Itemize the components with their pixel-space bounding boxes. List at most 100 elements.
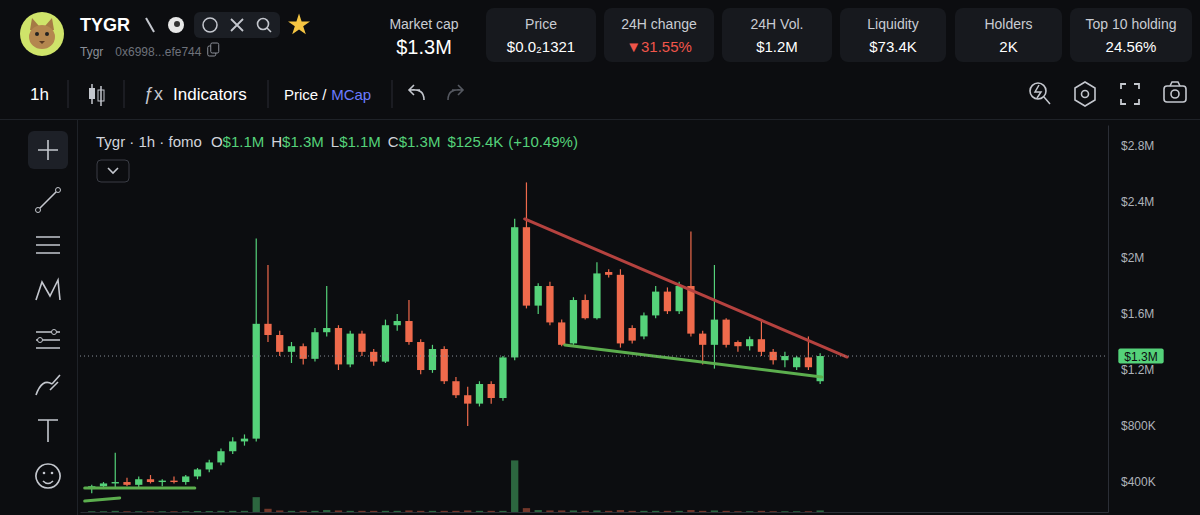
volume-bar: [570, 510, 577, 512]
stat-label: 24H change: [621, 16, 697, 32]
volume-bar: [429, 511, 436, 512]
tool-dot: [38, 338, 43, 343]
candle: [311, 328, 318, 362]
candle-body: [629, 328, 636, 341]
candle-body: [570, 300, 577, 343]
chart-title: Tygr · 1h · fomo: [96, 133, 202, 150]
brush-tool[interactable]: [36, 375, 60, 395]
indicators-button[interactable]: Indicators: [173, 85, 247, 104]
price-toggle[interactable]: Price: [284, 86, 318, 103]
candle: [323, 286, 330, 336]
candle: [734, 341, 741, 352]
camera-top: [1170, 82, 1180, 86]
candle-body: [217, 451, 224, 462]
candle: [535, 283, 542, 314]
volume-bar: [276, 510, 283, 512]
candle-body: [194, 469, 201, 476]
candle-body: [159, 481, 166, 482]
volume-bar: [723, 511, 730, 512]
candle: [629, 325, 636, 343]
hline-tool[interactable]: [36, 237, 60, 253]
candle: [617, 269, 624, 347]
settings-icon[interactable]: [1075, 82, 1095, 106]
ohlc-value: $1.3M: [399, 133, 441, 150]
plot-area: [80, 182, 1108, 512]
candle: [523, 182, 530, 308]
candle: [335, 325, 342, 370]
indicators-icon[interactable]: ƒx: [144, 84, 163, 104]
interval[interactable]: 1h: [30, 85, 49, 104]
y-tick: $2.8M: [1108, 139, 1154, 153]
candle: [429, 345, 436, 373]
crosshair-tool[interactable]: [38, 140, 58, 160]
candle-body: [758, 339, 765, 352]
stat-box: [486, 8, 596, 62]
volume-bar: [476, 511, 483, 512]
toggle-separator: /: [322, 86, 327, 103]
volume-bar: [123, 511, 130, 512]
candle-body: [676, 286, 683, 311]
volume-bar: [182, 511, 189, 512]
fib-tool[interactable]: [36, 332, 60, 348]
candle-body: [358, 334, 365, 352]
links-box: [194, 12, 280, 38]
fullscreen-icon[interactable]: [1121, 84, 1139, 104]
last-price-label: $1.3M: [1118, 349, 1163, 364]
separator: [392, 80, 393, 108]
volume-bar: [88, 511, 95, 512]
candle-body: [405, 321, 412, 342]
y-axis: $400K$800K$1.2M$1.6M$2M$2.4M$2.8M: [1108, 126, 1156, 513]
volume-bar: [546, 510, 553, 512]
pencil-icon[interactable]: [146, 18, 154, 32]
icon-part: [100, 86, 102, 106]
legend-collapse[interactable]: [97, 160, 129, 182]
chart-svg: TYGRTygr0x6998...efe744Market cap$1.3MPr…: [0, 0, 1200, 515]
candle-body: [770, 352, 777, 360]
emoji-tool[interactable]: [36, 464, 60, 488]
candle-body: [264, 324, 271, 335]
candle-type-icon[interactable]: [89, 84, 104, 106]
collapse-box[interactable]: [97, 160, 129, 182]
search-icon[interactable]: [258, 19, 269, 30]
volume-bar: [746, 511, 753, 512]
candle-body: [711, 320, 718, 345]
undo-icon[interactable]: [409, 85, 424, 100]
volume-bar: [687, 510, 694, 512]
candle-body: [511, 227, 518, 357]
pattern-tool[interactable]: [36, 280, 60, 300]
mcap-toggle[interactable]: MCap: [331, 86, 371, 103]
token-address[interactable]: 0x6998...efe744: [115, 45, 201, 59]
trendline-tool[interactable]: [38, 190, 58, 210]
volume-bar: [605, 511, 612, 512]
volume-bar: [417, 511, 424, 512]
redo-icon[interactable]: [448, 85, 463, 100]
candle: [593, 262, 600, 319]
stat-label: Top 10 holding: [1085, 16, 1176, 32]
volume-bar: [499, 511, 506, 512]
volume-bar: [147, 511, 154, 512]
candle-body: [723, 320, 730, 345]
ohlc-letter: L: [331, 133, 339, 150]
avatar-nose: [39, 41, 45, 44]
x-icon[interactable]: [231, 19, 243, 31]
candle-body: [617, 275, 624, 344]
candle-wick: [162, 479, 163, 486]
candle-body: [253, 324, 260, 439]
stat-value: 2K: [999, 38, 1017, 55]
volume-bar: [112, 511, 119, 512]
volume-bar: [264, 509, 271, 512]
text-tool[interactable]: [38, 420, 58, 442]
volume-bar: [664, 511, 671, 512]
emoji-eye: [51, 472, 54, 475]
avatar[interactable]: [20, 12, 64, 56]
volume-bar: [817, 510, 824, 512]
star-icon[interactable]: [288, 13, 310, 34]
ohlc-value: $1.1M: [339, 133, 381, 150]
candle: [135, 476, 142, 487]
globe-icon[interactable]: [203, 18, 217, 32]
camera-icon[interactable]: [1164, 86, 1186, 102]
chain-icon[interactable]: [168, 17, 184, 33]
avatar-face: [29, 25, 55, 49]
stat-value: $0.0₂1321: [507, 38, 575, 55]
candle-wick: [467, 387, 468, 426]
